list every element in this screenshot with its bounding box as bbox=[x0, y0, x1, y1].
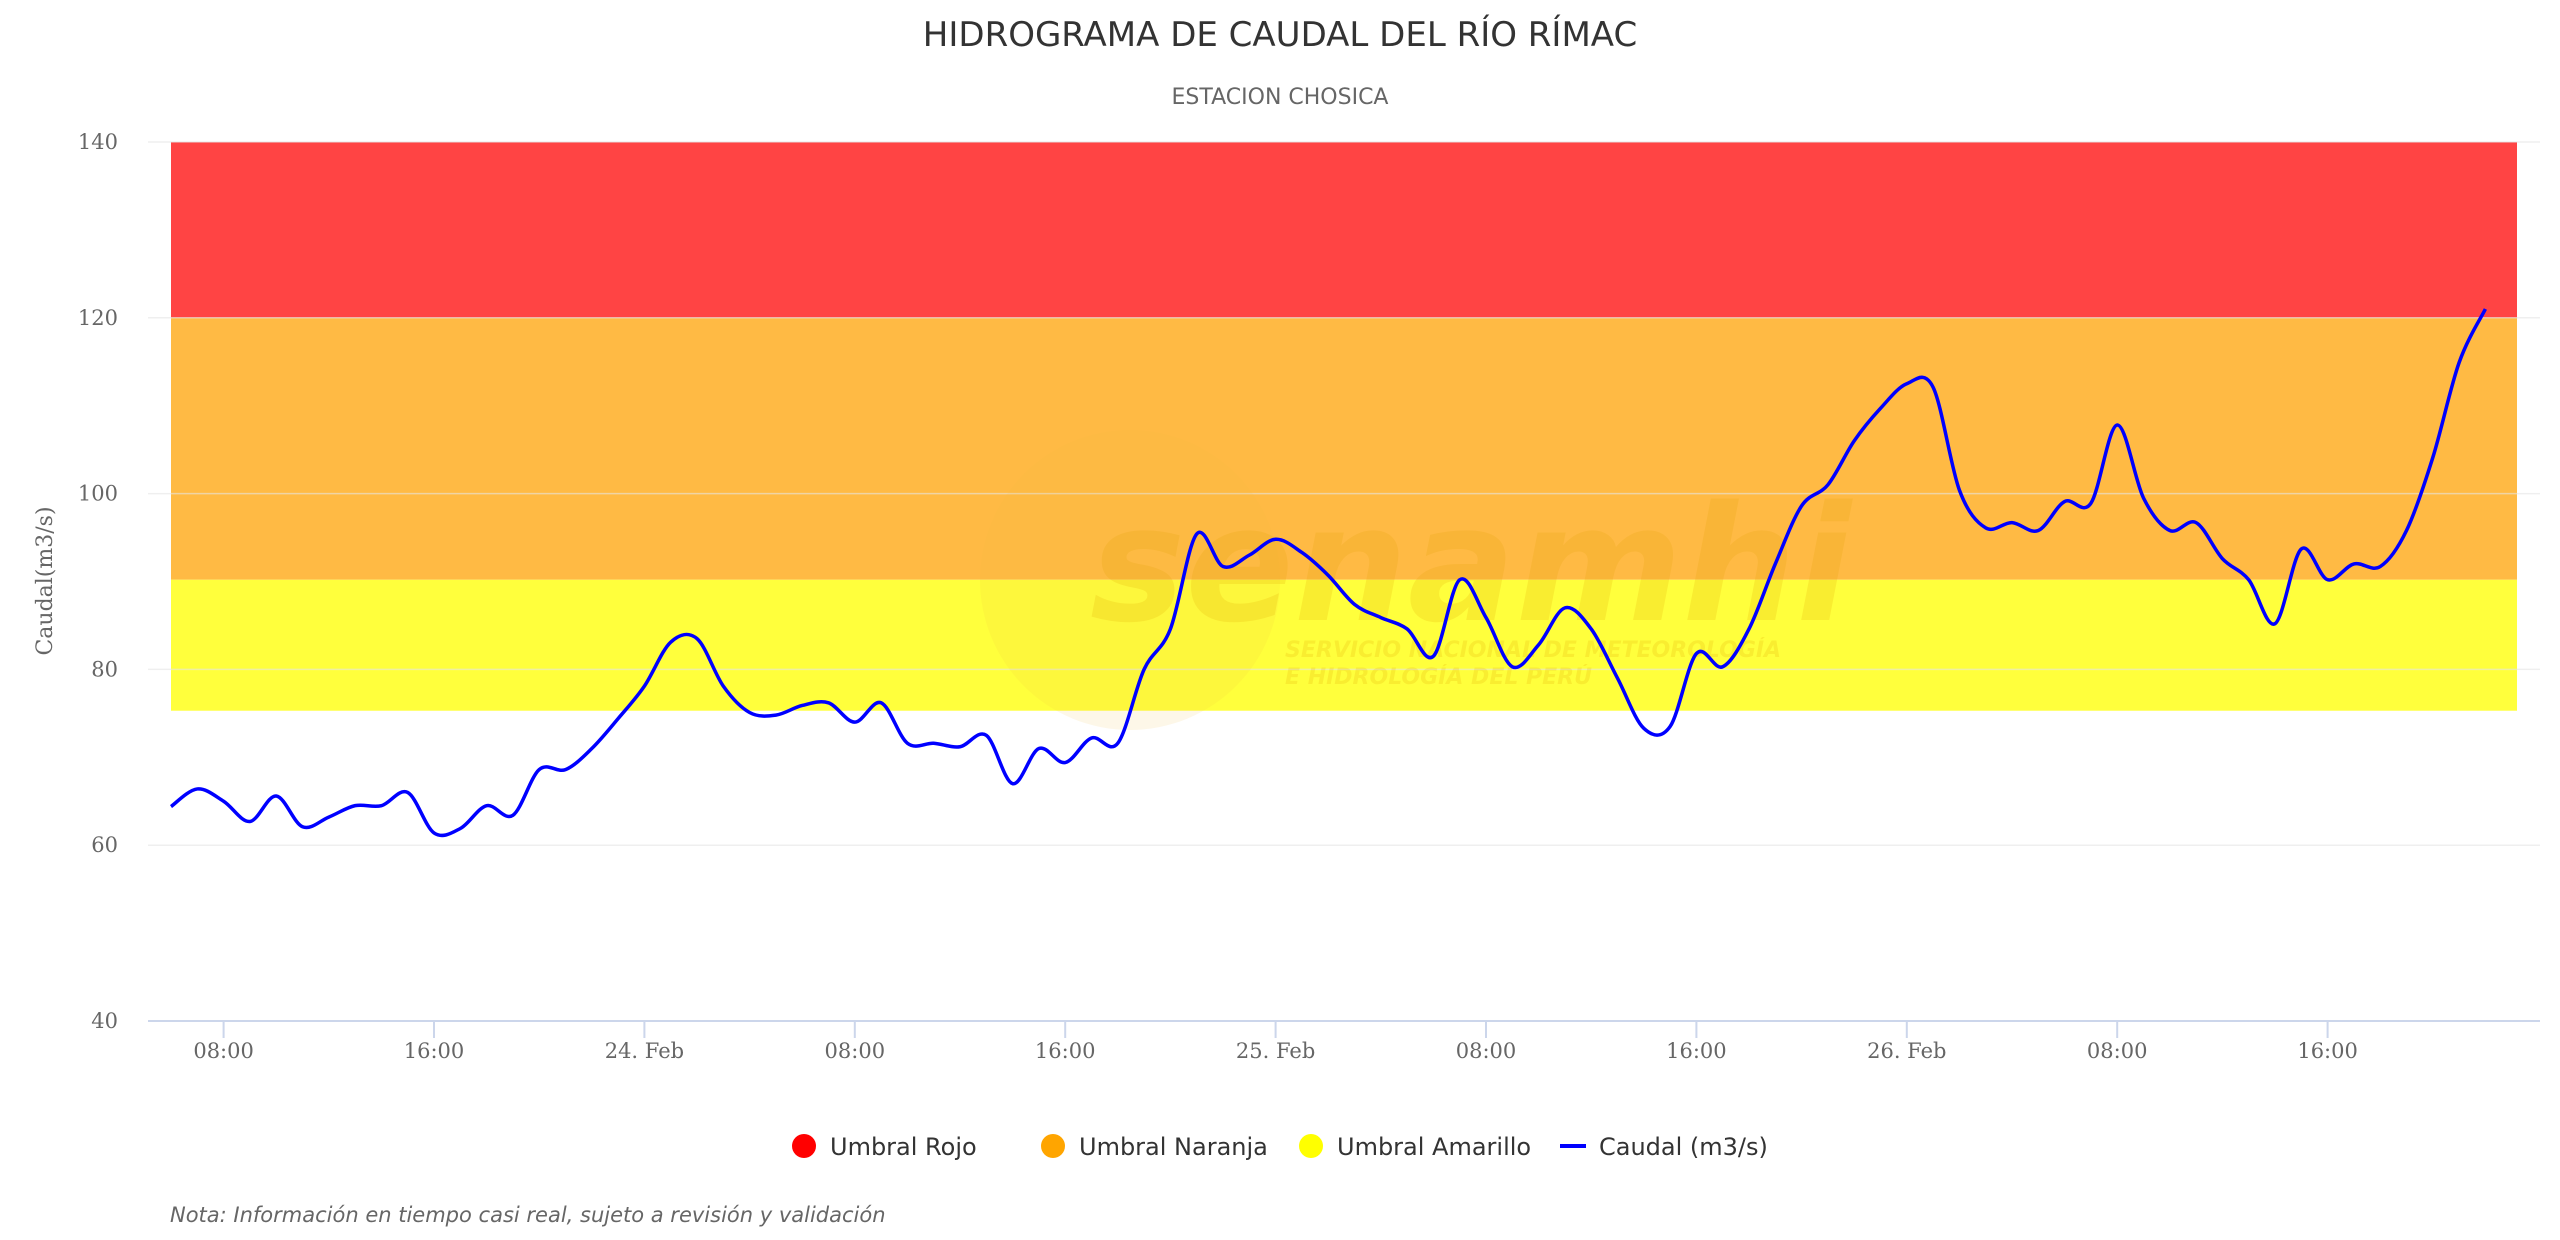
threshold-band-umbral-naranja bbox=[171, 317, 2517, 580]
threshold-band-umbral-amarillo bbox=[171, 579, 2517, 711]
legend-item[interactable]: Umbral Naranja bbox=[1041, 1133, 1268, 1161]
y-tick-label: 80 bbox=[91, 657, 118, 681]
watermark-line2: E HIDROLOGÍA DEL PERÚ bbox=[1285, 664, 1592, 690]
y-tick-label: 120 bbox=[78, 306, 118, 330]
legend-item[interactable]: Caudal (m3/s) bbox=[1560, 1133, 1768, 1161]
legend-item[interactable]: Umbral Amarillo bbox=[1299, 1133, 1531, 1161]
y-axis-label: Caudal(m3/s) bbox=[33, 506, 58, 655]
watermark-logo-text: senamhi bbox=[1090, 471, 1853, 658]
x-tick-label: 08:00 bbox=[2087, 1039, 2148, 1063]
x-tick-label: 16:00 bbox=[1666, 1039, 1727, 1063]
legend: Umbral Rojo Umbral Naranja Umbral Amarillo… bbox=[792, 1133, 1768, 1161]
x-tick-label: 08:00 bbox=[1456, 1039, 1517, 1063]
sun-logo-icon bbox=[980, 430, 1280, 730]
y-tick-label: 100 bbox=[78, 482, 118, 506]
x-tick-label: 26. Feb bbox=[1867, 1039, 1946, 1063]
legend-marker-dot-icon bbox=[792, 1134, 816, 1158]
x-tick-label: 25. Feb bbox=[1236, 1039, 1315, 1063]
y-tick-label: 40 bbox=[91, 1009, 118, 1033]
legend-marker-dot-icon bbox=[1299, 1134, 1323, 1158]
x-tick-label: 16:00 bbox=[2297, 1039, 2358, 1063]
chart-subtitle: ESTACION CHOSICA bbox=[1172, 85, 1389, 110]
legend-label: Umbral Naranja bbox=[1079, 1133, 1268, 1161]
legend-item[interactable]: Umbral Rojo bbox=[792, 1133, 977, 1161]
threshold-band-umbral-rojo bbox=[171, 142, 2517, 318]
legend-label: Caudal (m3/s) bbox=[1599, 1133, 1768, 1161]
legend-marker-dot-icon bbox=[1041, 1134, 1065, 1158]
footnote: Nota: Información en tiempo casi real, s… bbox=[170, 1203, 886, 1227]
legend-label: Umbral Amarillo bbox=[1337, 1133, 1531, 1161]
y-tick-label: 60 bbox=[91, 833, 118, 857]
series-line-caudal bbox=[169, 308, 2487, 838]
chart-title: HIDROGRAMA DE CAUDAL DEL RÍO RÍMAC bbox=[923, 14, 1637, 55]
x-tick-label: 08:00 bbox=[825, 1039, 886, 1063]
x-tick-label: 16:00 bbox=[1035, 1039, 1096, 1063]
x-tick-label: 24. Feb bbox=[605, 1039, 684, 1063]
senamhi-watermark: senamhi SERVICIO NACIONAL DE METEOROLOGÍ… bbox=[980, 430, 1853, 730]
x-tick-label: 16:00 bbox=[404, 1039, 465, 1063]
y-tick-label: 140 bbox=[78, 130, 118, 154]
legend-label: Umbral Rojo bbox=[830, 1133, 977, 1161]
x-tick-label: 08:00 bbox=[193, 1039, 254, 1063]
